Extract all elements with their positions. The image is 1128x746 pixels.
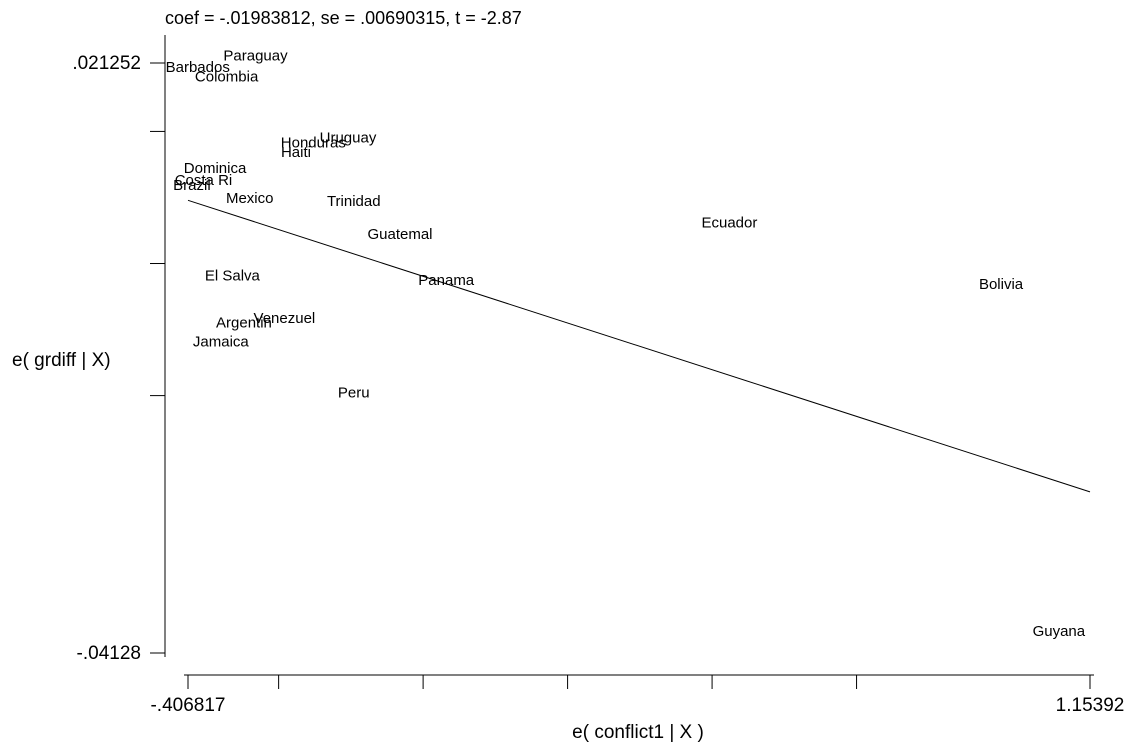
point-label-trinidad: Trinidad [327,193,381,210]
point-label-haiti: Haiti [281,144,311,161]
point-label-el-salva: El Salva [205,267,261,284]
x-tick-label-0: -.406817 [150,695,225,716]
point-label-guatemal: Guatemal [367,226,432,243]
x-axis-title: e( conflict1 | X ) [572,722,704,743]
point-label-panama: Panama [418,272,475,289]
point-label-mexico: Mexico [226,190,274,207]
fit-line [187,199,1091,493]
point-label-paraguay: Paraguay [223,48,288,65]
x-tick-label-1: 1.15392 [1056,695,1125,716]
point-label-jamaica: Jamaica [193,334,250,351]
y-tick-label-1: -.04128 [77,643,141,664]
point-label-guyana: Guyana [1033,623,1086,640]
point-label-costa-ri: Costa Ri [175,172,233,189]
point-label-peru: Peru [338,384,370,401]
chart-title: coef = -.01983812, se = .00690315, t = -… [165,8,522,28]
point-label-bolivia: Bolivia [979,276,1024,293]
point-label-brazil: Brazil [173,177,211,194]
point-label-colombia: Colombia [195,68,259,85]
point-label-argentin: Argentin [216,315,272,332]
point-label-honduras: Honduras [281,134,346,151]
y-tick-label-0: .021252 [72,53,141,74]
point-label-uruguay: Uruguay [320,130,377,147]
point-label-venezuel: Venezuel [254,310,316,327]
point-label-ecuador: Ecuador [701,215,757,232]
point-label-dominica: Dominica [184,160,247,177]
axes: .021252 -.04128 -.406817 1.15392 [72,35,1124,716]
fit-line-group [187,199,1091,493]
y-axis-title: e( grdiff | X) [12,350,111,371]
point-label-barbados: Barbados [166,59,230,76]
